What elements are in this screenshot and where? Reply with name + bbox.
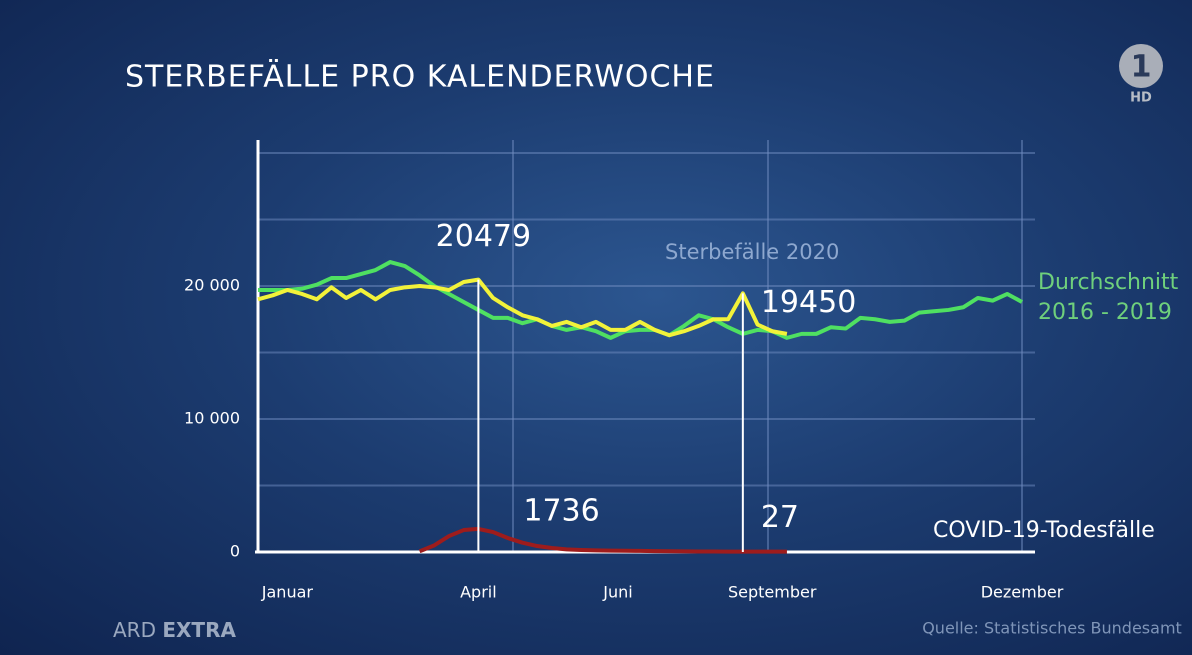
legend-durchschnitt: Durchschnitt 2016 - 2019 <box>1038 270 1179 325</box>
y-tick-label: 10 000 <box>184 409 240 428</box>
legend-covid: COVID-19-Todesfälle <box>933 518 1155 543</box>
x-tick-label: Januar <box>261 583 314 602</box>
chart-title: STERBEFÄLLE PRO KALENDERWOCHE <box>125 59 715 95</box>
show-name: ARD EXTRA <box>113 618 236 642</box>
x-tick-label: Juni <box>602 583 632 602</box>
show-name-ard: ARD <box>113 618 156 642</box>
x-tick-label: April <box>460 583 497 602</box>
data-label: 20479 <box>436 219 531 254</box>
x-tick-label: September <box>728 583 817 602</box>
x-tick-label: Dezember <box>981 583 1064 602</box>
series-line <box>258 260 1023 340</box>
y-tick-label: 20 000 <box>184 276 240 295</box>
legend-2020: Sterbefälle 2020 <box>665 240 839 264</box>
logo-sub: HD <box>1130 91 1152 106</box>
logo-circle <box>1119 44 1163 88</box>
data-label: 1736 <box>523 493 599 528</box>
y-tick-label: 0 <box>230 542 240 561</box>
data-label: 19450 <box>761 285 856 320</box>
source: Quelle: Statistisches Bundesamt <box>922 619 1182 638</box>
series-line <box>257 277 788 338</box>
data-label: 27 <box>761 500 799 535</box>
series-line <box>418 526 787 554</box>
show-name-extra: EXTRA <box>162 618 236 642</box>
logo: 1 <box>1131 50 1152 85</box>
